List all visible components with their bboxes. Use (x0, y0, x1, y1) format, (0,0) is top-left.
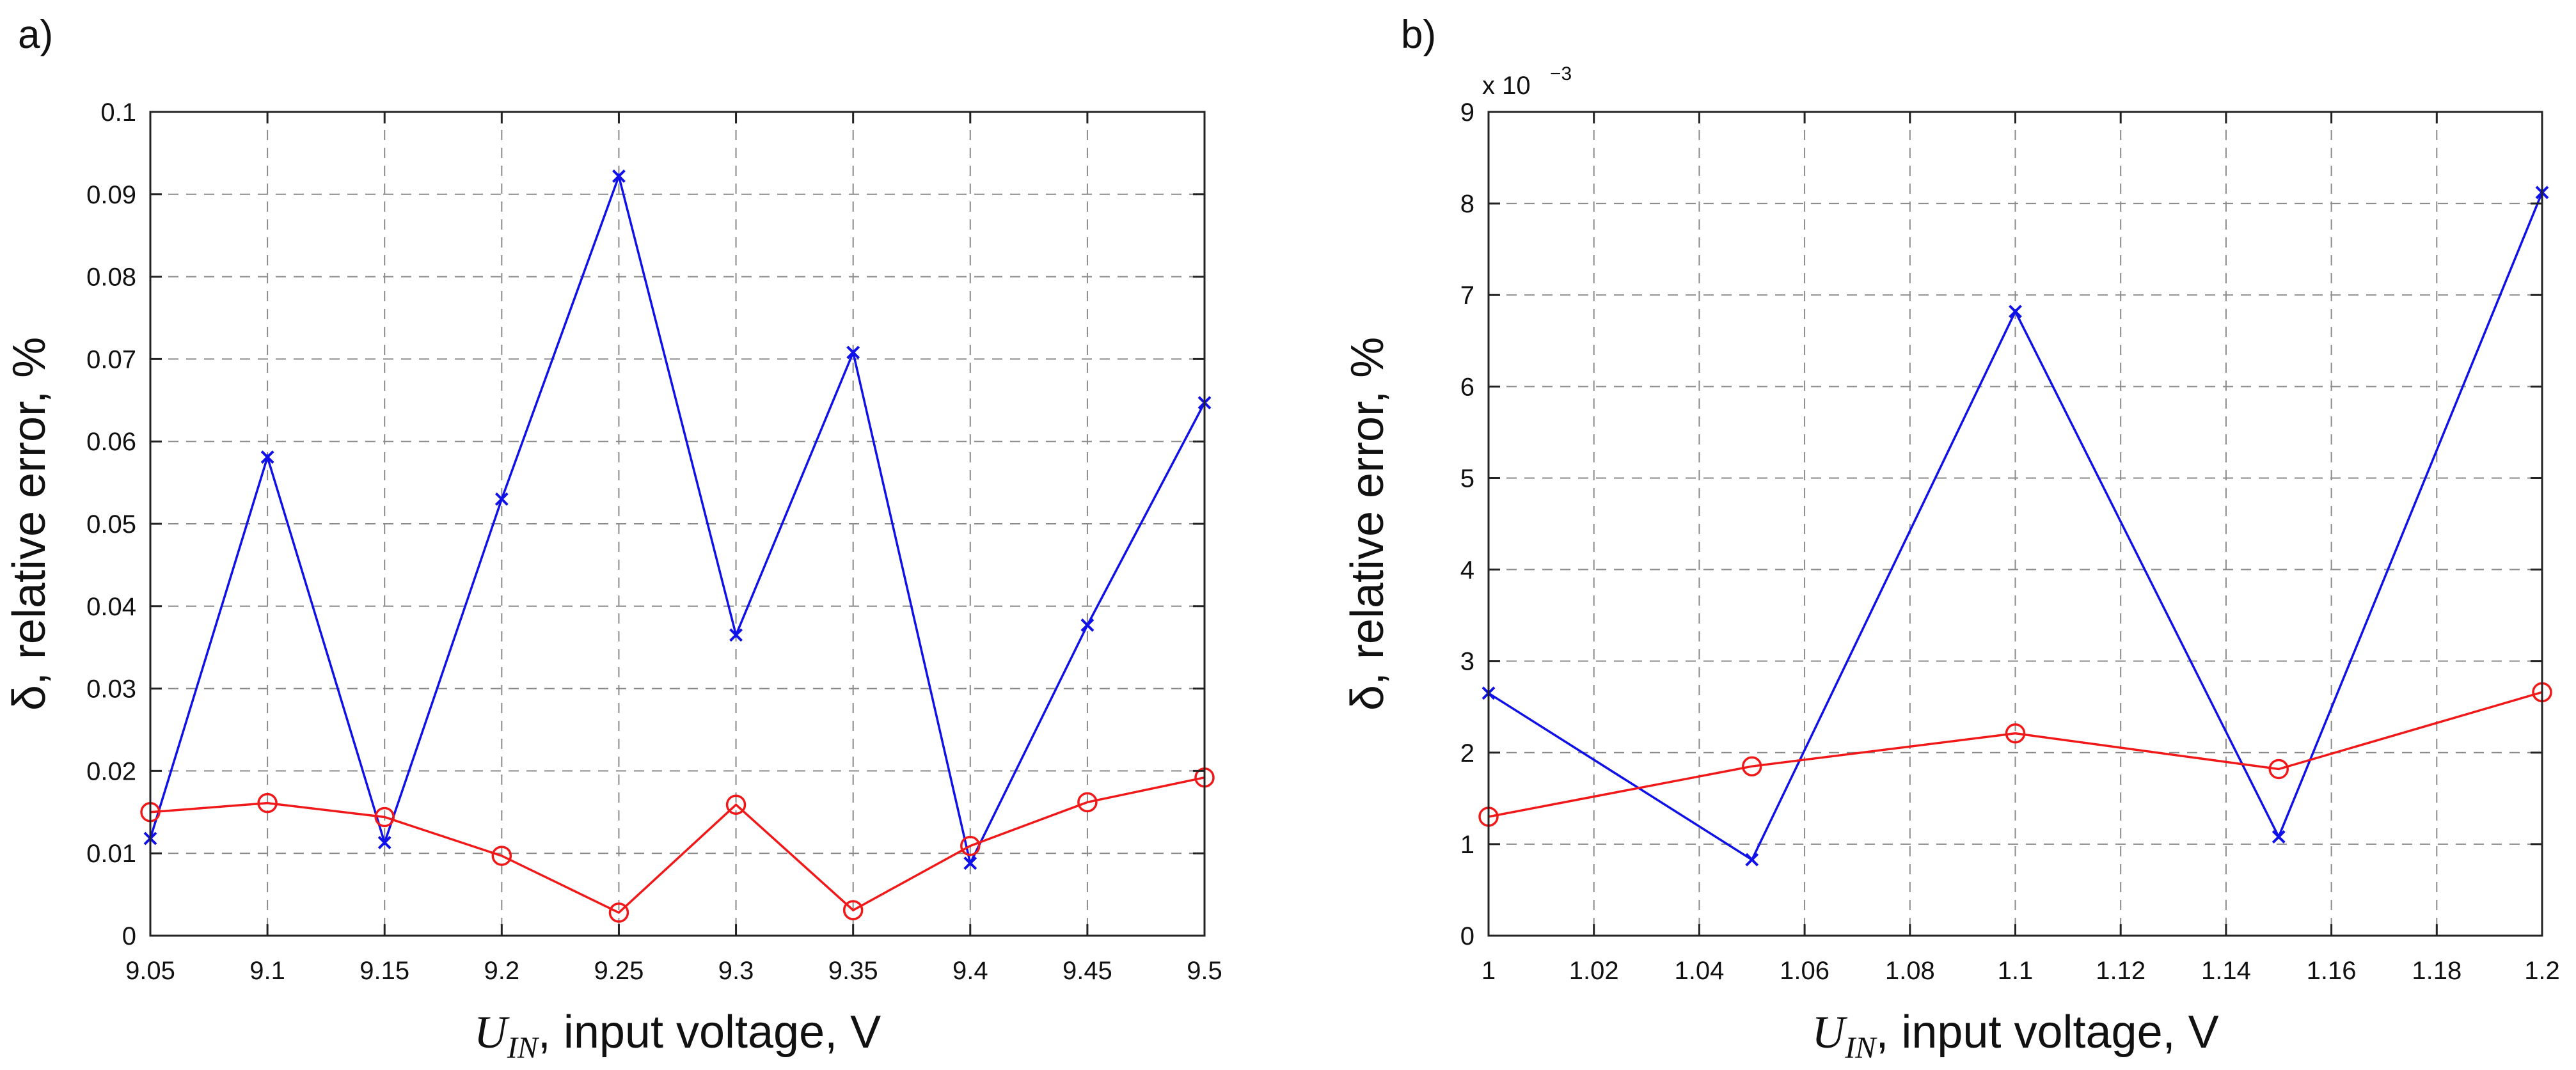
y-tick-label: 0 (1460, 922, 1474, 950)
y-tick-label: 0 (122, 922, 136, 950)
y-tick-label: 0.05 (86, 510, 136, 539)
chart-panel-a: a) 9.05 9.1 9.15 9.2 9.25 9.3 9.35 9.4 9.45 9.5 0 0.… (4, 13, 1222, 1065)
x-tick-label: 9.15 (360, 957, 409, 985)
x-tick-label: 1 (1482, 957, 1496, 985)
x-tick-label: 9.05 (125, 957, 175, 985)
series-blue-line (149, 172, 1206, 867)
series-red-point (2268, 759, 2289, 780)
x-tick-label: 1.02 (1569, 957, 1619, 985)
x-tick-label: 9.45 (1063, 957, 1112, 985)
y-tick-label: 0.09 (86, 181, 136, 209)
x-axis-label-subscript: IN (507, 1031, 540, 1065)
series-red-point (374, 806, 395, 828)
x-tick-label: 1.16 (2307, 957, 2357, 985)
x-tick-label: 9.1 (249, 957, 285, 985)
series-red-point (842, 900, 864, 920)
y-tick-label: 3 (1460, 648, 1474, 676)
series-blue-point (260, 450, 274, 464)
y-tick-label: 0.1 (100, 98, 136, 127)
y-tick-label: 0.06 (86, 428, 136, 456)
x-tick-label: 1.18 (2412, 957, 2461, 985)
y-tick-label: 0.04 (86, 593, 136, 621)
y-axis-label: δ, relative error, % (1342, 337, 1393, 711)
x-tick-label: 1.2 (2524, 957, 2560, 985)
y-tick-label: 5 (1460, 464, 1474, 492)
panel-label: b) (1401, 13, 1436, 57)
series-red-line (1488, 691, 2543, 818)
x-tick-label: 1.08 (1885, 957, 1935, 985)
series-blue-point (377, 836, 391, 849)
series-blue-point (2272, 830, 2286, 844)
series-red-point (960, 835, 981, 856)
x-axis-label-subscript: IN (1844, 1031, 1877, 1065)
y-tick-label: 7 (1460, 281, 1474, 310)
y-tick-label: 4 (1460, 556, 1474, 585)
x-axis-label: UIN, input voltage, V (474, 1007, 881, 1065)
x-tick-label: 9.4 (952, 957, 988, 985)
series-red-point (2005, 723, 2026, 744)
x-axis-label-variable: U (474, 1007, 510, 1058)
series-red-point (257, 792, 278, 814)
x-tick-label: 9.3 (718, 957, 754, 985)
x-tick-label: 9.25 (594, 957, 644, 985)
y-tick-label: 8 (1460, 190, 1474, 218)
series-red-point (491, 846, 512, 866)
series-blue-point (1745, 853, 1759, 867)
x-axis-label-text: , input voltage, V (538, 1007, 881, 1058)
y-axis-label: δ, relative error, % (4, 337, 55, 711)
y-tick-label: 6 (1460, 373, 1474, 401)
x-tick-label: 1.12 (2096, 957, 2145, 985)
y-tick-label: 0.02 (86, 757, 136, 785)
x-tick-label: 9.5 (1187, 957, 1222, 985)
y-tick-label: 0.03 (86, 675, 136, 704)
y-tick-label: 9 (1460, 98, 1474, 127)
x-axis-label-text: , input voltage, V (1876, 1007, 2218, 1058)
y-tick-label: 0.01 (86, 840, 136, 868)
x-tick-label: 1.04 (1674, 957, 1724, 985)
axis-exponent-power: −3 (1550, 63, 1572, 84)
series-red-point (725, 794, 747, 815)
chart-panel-b: b) 1 1.02 1.04 1.06 1.08 1.1 1.12 1.14 1.16 1.18 1.… (1342, 13, 2560, 1065)
series-blue-point (494, 492, 509, 506)
panel-label: a) (18, 13, 53, 57)
y-tick-label: 0.08 (86, 264, 136, 292)
series-red-line (150, 776, 1205, 914)
series-red-point (608, 902, 629, 923)
y-tick-label: 0.07 (86, 345, 136, 374)
y-tick-label: 2 (1460, 739, 1474, 767)
axis-exponent: x 10 (1482, 72, 1531, 100)
y-tick-label: 1 (1460, 831, 1474, 859)
x-axis-label: UIN, input voltage, V (1812, 1007, 2218, 1065)
series-red-point (1742, 756, 1762, 776)
series-red-point (1077, 792, 1098, 813)
x-tick-label: 1.06 (1780, 957, 1829, 985)
series-blue-point (729, 628, 743, 642)
series-blue-point (612, 169, 626, 183)
x-tick-label: 9.35 (828, 957, 878, 985)
series-blue-point (963, 856, 977, 870)
series-blue-point (846, 345, 860, 359)
series-blue-point (2009, 304, 2022, 319)
x-tick-label: 9.2 (484, 957, 520, 985)
x-tick-label: 1.1 (1998, 957, 2034, 985)
series-blue-point (1080, 618, 1094, 632)
x-axis-label-variable: U (1812, 1007, 1847, 1058)
x-tick-label: 1.14 (2201, 957, 2251, 985)
